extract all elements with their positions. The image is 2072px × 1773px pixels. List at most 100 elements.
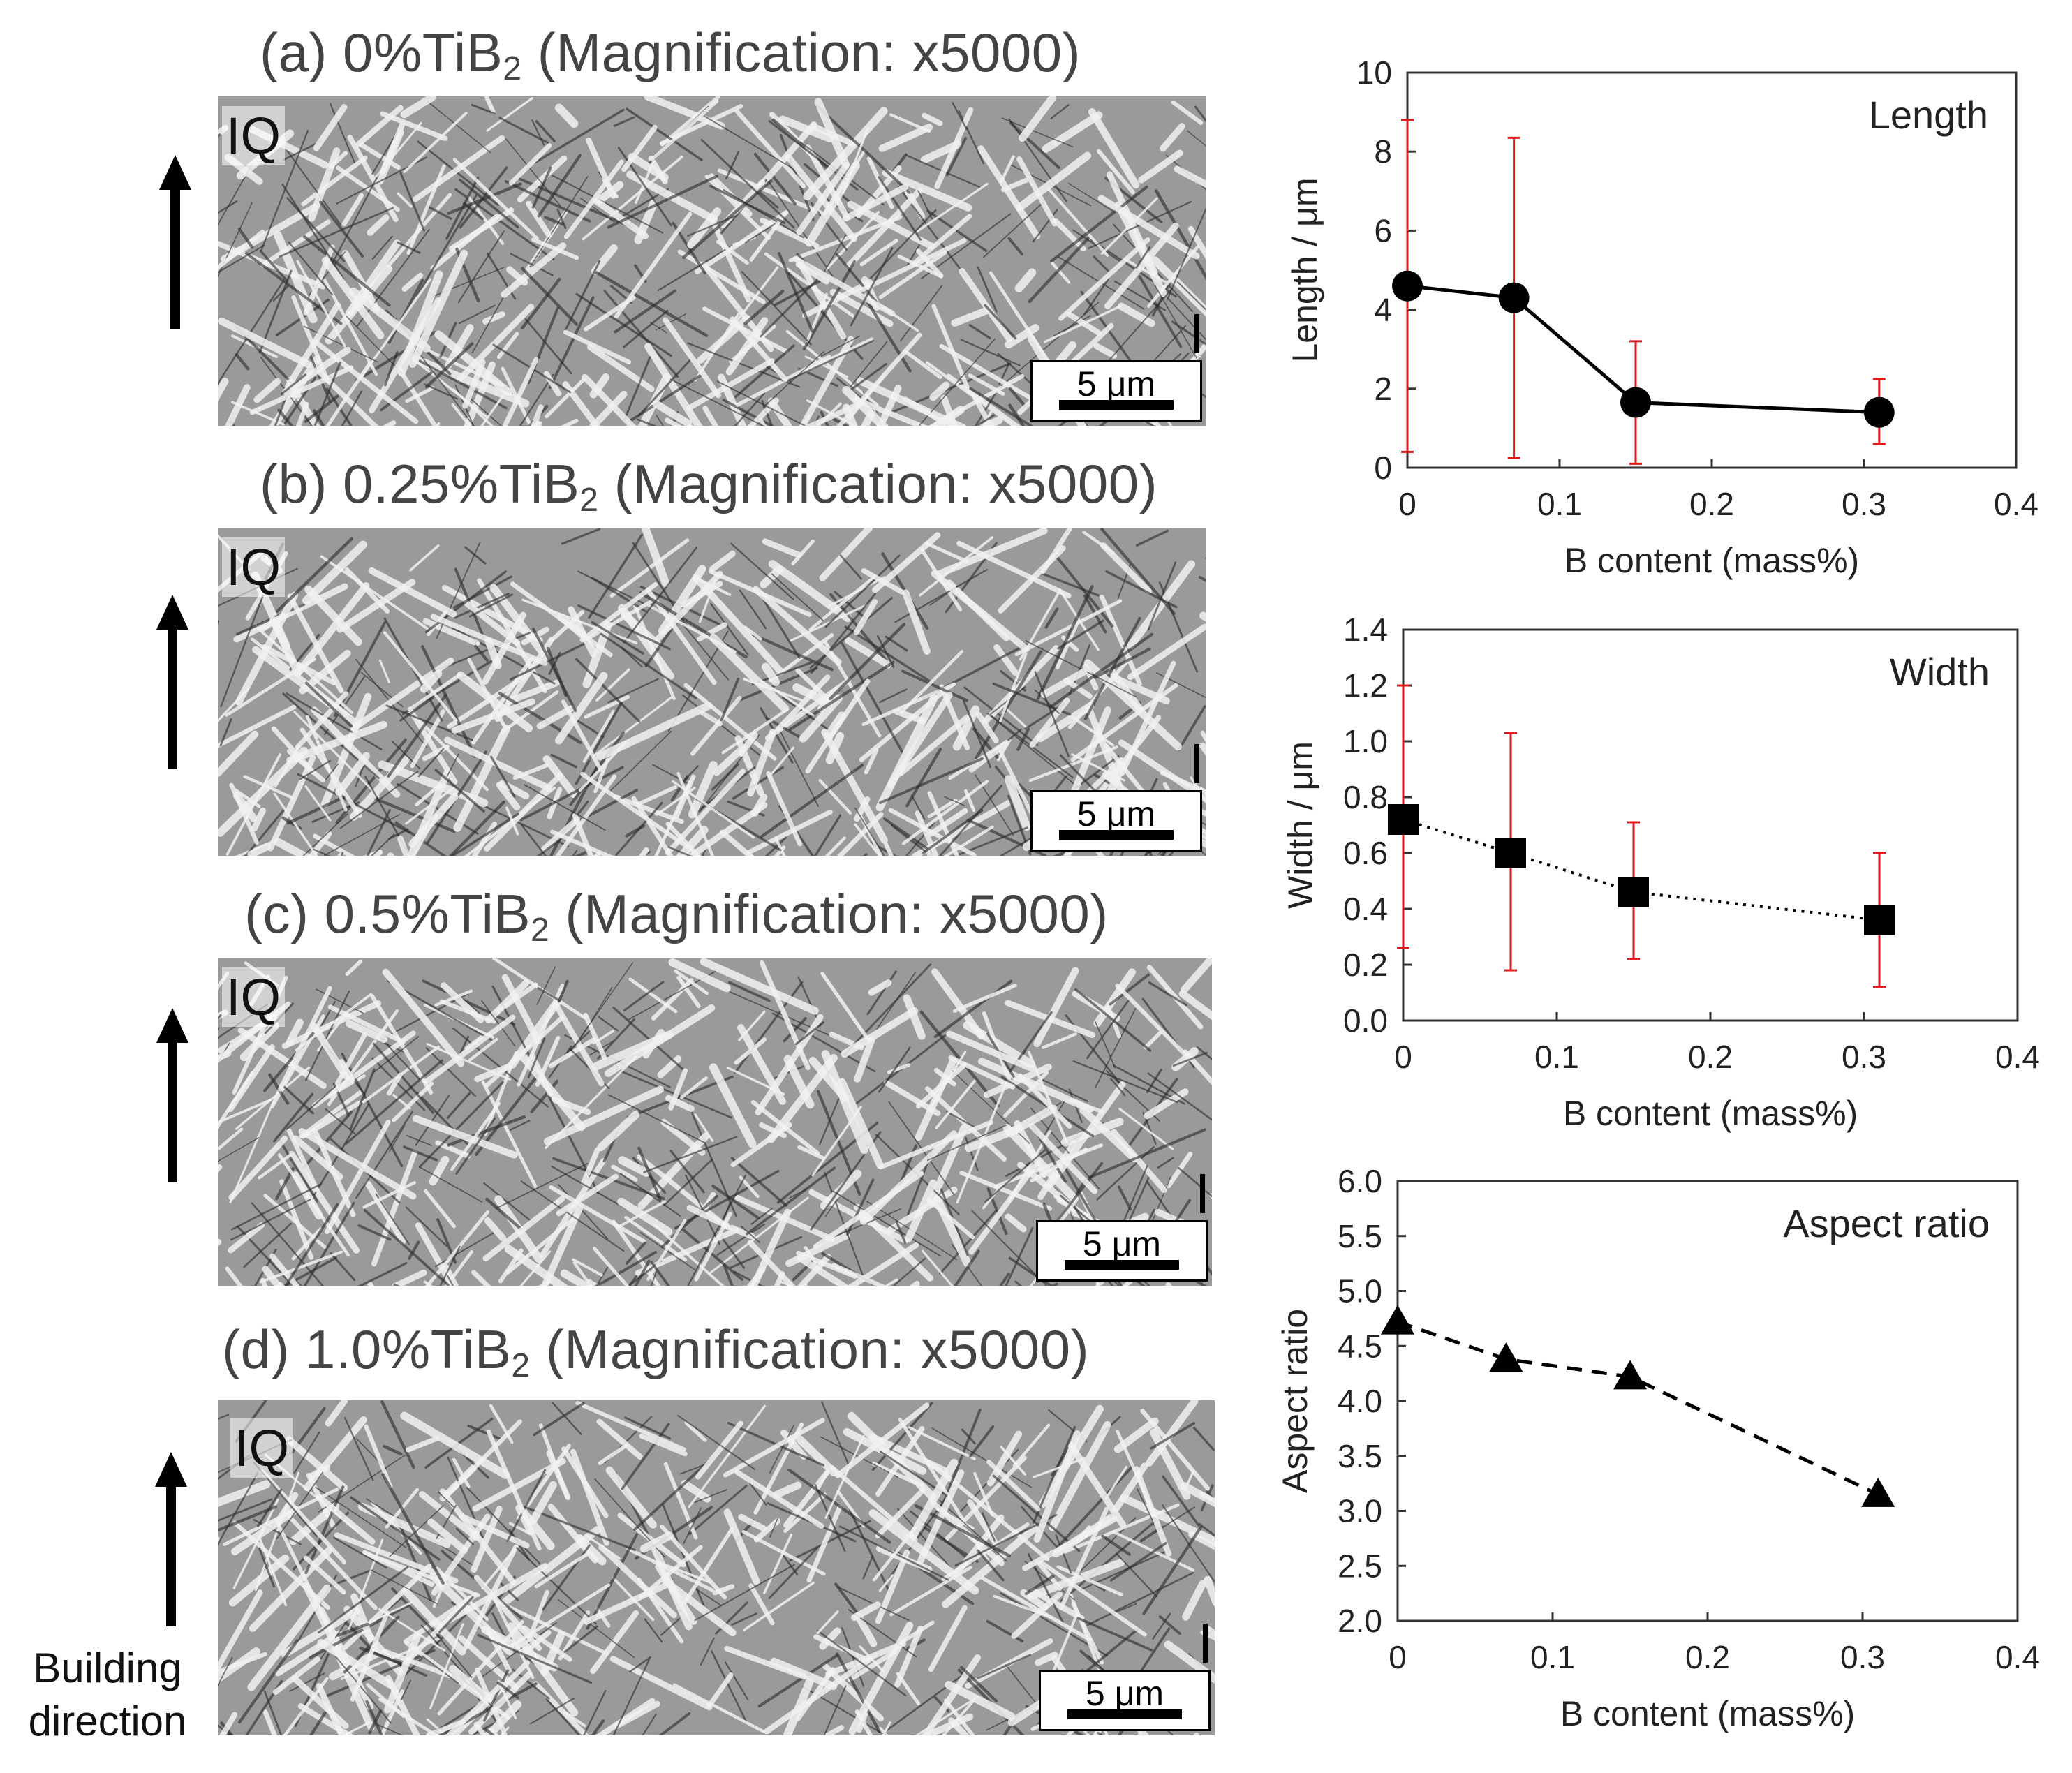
micrograph-a: IQ 5 μm xyxy=(218,96,1206,426)
length-point xyxy=(1498,282,1530,313)
micrograph-c: IQ 5 μm xyxy=(218,958,1212,1286)
length-xtick-label: 0.4 xyxy=(1994,486,2038,522)
aspect-ratio-ytick-label: 3.0 xyxy=(1338,1493,1382,1529)
scale-bar: 5 μm xyxy=(1039,1670,1211,1731)
width-xtick-label: 0 xyxy=(1394,1039,1412,1075)
width-point xyxy=(1388,804,1419,835)
width-ytick-label: 0.2 xyxy=(1343,947,1388,983)
width-point xyxy=(1618,877,1649,907)
aspect-ratio-xlabel: B content (mass%) xyxy=(1560,1694,1855,1733)
edge-tick-mark xyxy=(1203,1624,1208,1663)
building-direction-line1: Building xyxy=(33,1645,182,1691)
building-direction-line2: direction xyxy=(28,1698,187,1744)
micrograph-b: IQ 5 μm xyxy=(218,528,1206,856)
length-ytick-label: 4 xyxy=(1374,292,1392,328)
width-chart-title: Width xyxy=(1890,650,1990,694)
length-xlabel: B content (mass%) xyxy=(1564,541,1859,580)
scale-bar: 5 μm xyxy=(1030,360,1202,422)
scale-bar-label: 5 μm xyxy=(1085,1674,1164,1713)
width-xtick-label: 0.3 xyxy=(1842,1039,1886,1075)
width-point xyxy=(1864,905,1895,935)
aspect-ratio-ytick-label: 5.5 xyxy=(1338,1218,1382,1254)
aspect-ratio-ytick-label: 2.0 xyxy=(1338,1603,1382,1639)
aspect-ratio-plot-frame xyxy=(1396,1180,2019,1622)
scale-bar: 5 μm xyxy=(1030,790,1202,852)
aspect-ratio-point xyxy=(1613,1360,1647,1390)
iq-label: IQ xyxy=(222,967,286,1027)
length-series-line xyxy=(1407,284,1879,415)
width-ytick-label: 1.2 xyxy=(1343,667,1388,704)
edge-tick-mark xyxy=(1200,1174,1205,1213)
micrograph-title-a: (a) 0%TiB2 (Magnification: x5000) xyxy=(260,22,1081,87)
micrograph-d: IQ 5 μm xyxy=(218,1400,1215,1735)
width-ytick-label: 0.4 xyxy=(1343,891,1388,927)
length-chart-title: Length xyxy=(1869,93,1988,137)
length-ylabel: Length / μm xyxy=(1285,177,1324,362)
aspect-ratio-xtick-label: 0.4 xyxy=(1995,1639,2040,1675)
iq-label: IQ xyxy=(222,537,286,597)
length-point xyxy=(1863,396,1895,428)
iq-label: IQ xyxy=(230,1418,294,1478)
length-xtick-label: 0.1 xyxy=(1537,486,1582,522)
scale-bar-label: 5 μm xyxy=(1082,1224,1162,1263)
aspect-ratio-xtick-label: 0 xyxy=(1389,1639,1407,1675)
length-point xyxy=(1620,387,1651,418)
scale-bar-label: 5 μm xyxy=(1076,794,1156,833)
width-ytick-label: 0.0 xyxy=(1343,1002,1388,1039)
aspect-ratio-point xyxy=(1381,1305,1414,1335)
aspect-ratio-ytick-label: 2.5 xyxy=(1338,1548,1382,1584)
scale-bar-line xyxy=(1059,400,1174,410)
length-ytick-label: 2 xyxy=(1374,371,1392,407)
edge-tick-mark xyxy=(1194,744,1199,783)
aspect-ratio-ytick-label: 5.0 xyxy=(1338,1273,1382,1310)
scale-bar-line xyxy=(1065,1260,1179,1270)
length-xtick-label: 0.3 xyxy=(1842,486,1886,522)
aspect-ratio-xtick-label: 0.3 xyxy=(1840,1639,1885,1675)
building-direction-arrow xyxy=(156,1008,188,1182)
micrograph-title-b: (b) 0.25%TiB2 (Magnification: x5000) xyxy=(260,453,1158,519)
length-xtick-label: 0 xyxy=(1398,486,1416,522)
aspect-ratio-ytick-label: 4.5 xyxy=(1338,1328,1382,1364)
scale-bar: 5 μm xyxy=(1036,1220,1208,1282)
micrograph-title-d: (d) 1.0%TiB2 (Magnification: x5000) xyxy=(222,1319,1090,1384)
building-direction-arrow xyxy=(156,595,188,769)
width-ytick-label: 0.6 xyxy=(1343,835,1388,871)
building-direction-label: Building direction xyxy=(14,1642,201,1748)
width-series-line xyxy=(1403,818,1880,921)
scale-bar-line xyxy=(1067,1709,1182,1719)
scale-bar-line xyxy=(1059,830,1174,840)
aspect-ratio-series-line xyxy=(1397,1320,1879,1497)
edge-tick-mark xyxy=(1194,314,1199,353)
micrograph-title-c: (c) 0.5%TiB2 (Magnification: x5000) xyxy=(244,883,1109,949)
aspect-ratio-ytick-label: 4.0 xyxy=(1338,1383,1382,1419)
length-ytick-label: 10 xyxy=(1356,54,1392,91)
width-xtick-label: 0.1 xyxy=(1534,1039,1579,1075)
iq-label: IQ xyxy=(222,106,286,165)
aspect-ratio-point xyxy=(1861,1477,1895,1507)
length-xtick-label: 0.2 xyxy=(1689,486,1734,522)
width-xlabel: B content (mass%) xyxy=(1563,1094,1858,1133)
length-ytick-label: 6 xyxy=(1374,212,1392,248)
width-ytick-label: 0.8 xyxy=(1343,779,1388,815)
length-point xyxy=(1392,270,1423,302)
length-ytick-label: 8 xyxy=(1374,133,1392,170)
micrograph-texture xyxy=(218,96,1206,426)
scale-bar-label: 5 μm xyxy=(1076,364,1156,403)
width-xtick-label: 0.2 xyxy=(1688,1039,1733,1075)
building-direction-arrow xyxy=(159,155,191,329)
width-ytick-label: 1.0 xyxy=(1343,723,1388,759)
aspect-ratio-ylabel: Aspect ratio xyxy=(1275,1309,1315,1493)
aspect-ratio-point xyxy=(1489,1342,1523,1372)
building-direction-arrow xyxy=(155,1452,187,1626)
width-ytick-label: 1.4 xyxy=(1343,611,1388,648)
width-ylabel: Width / μm xyxy=(1281,741,1320,909)
aspect-ratio-chart-title: Aspect ratio xyxy=(1783,1201,1990,1245)
width-point xyxy=(1495,838,1526,868)
aspect-ratio-ytick-label: 6.0 xyxy=(1338,1163,1382,1199)
length-ytick-label: 0 xyxy=(1374,450,1392,486)
aspect-ratio-xtick-label: 0.1 xyxy=(1530,1639,1575,1675)
aspect-ratio-ytick-label: 3.5 xyxy=(1338,1438,1382,1474)
width-xtick-label: 0.4 xyxy=(1995,1039,2040,1075)
aspect-ratio-xtick-label: 0.2 xyxy=(1685,1639,1730,1675)
